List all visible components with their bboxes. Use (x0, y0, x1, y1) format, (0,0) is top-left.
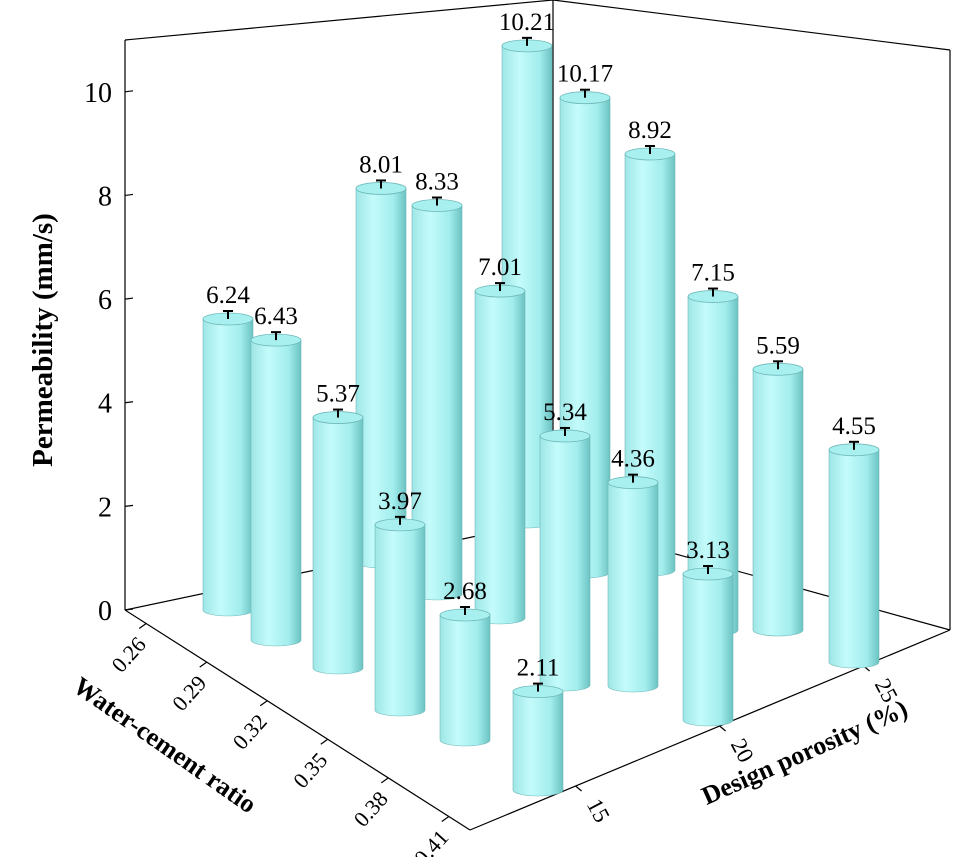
bar-body (202, 318, 254, 617)
data-label: 8.01 (359, 151, 403, 178)
bar: 2.68 (439, 578, 491, 747)
bar-body (512, 691, 564, 797)
y-tick-label: 15 (582, 794, 615, 826)
bar-body (607, 482, 659, 693)
bar-body (752, 369, 804, 637)
data-label: 2.68 (443, 578, 487, 605)
data-label: 2.11 (517, 655, 560, 682)
x-axis-label: Water-cement ratio (68, 671, 262, 819)
z-axis-ticks: 0 2 4 6 8 10 (84, 78, 134, 627)
x-tick-label: 0.38 (349, 786, 393, 831)
data-label: 5.59 (756, 332, 800, 359)
z-tick-label: 6 (98, 285, 112, 316)
x-tick-label: 0.35 (288, 748, 332, 793)
bar-body (250, 339, 302, 647)
data-label: 8.33 (415, 169, 459, 196)
data-label: 10.17 (557, 61, 613, 88)
bar-body (539, 435, 591, 692)
y-tick-mark (719, 725, 726, 732)
bar: 7.01 (474, 254, 526, 625)
bar-body (828, 449, 880, 669)
z-tick-label: 10 (84, 78, 112, 109)
bar: 8.92 (624, 117, 676, 577)
x-tick-label: 0.41 (409, 825, 453, 857)
z-tick-mark (124, 401, 134, 404)
z-tick-label: 2 (98, 492, 112, 523)
data-label: 6.43 (254, 303, 298, 330)
bar: 2.11 (512, 655, 564, 797)
data-label: 4.55 (832, 413, 876, 440)
bar: 4.36 (607, 446, 659, 693)
z-tick-mark (124, 90, 134, 93)
bar-body (374, 524, 426, 717)
bar-body (439, 614, 491, 747)
z-tick-mark (124, 193, 134, 197)
data-label: 5.37 (316, 381, 360, 408)
bar-body (474, 290, 526, 625)
x-tick-mark (441, 816, 450, 822)
bar-group: 10.21 8.01 8.92 10.17 8.33 6.24 7.01 7.15 5.59 6.… (202, 9, 880, 797)
z-tick-mark (124, 504, 134, 507)
z-axis-label: Permeability (mm/s) (27, 213, 59, 467)
bar-body (312, 417, 364, 675)
data-label: 7.15 (691, 260, 735, 287)
x-tick-label: 0.29 (167, 670, 211, 715)
bar: 8.33 (411, 169, 463, 601)
bar: 3.13 (682, 537, 734, 727)
bar: 4.55 (828, 413, 880, 669)
x-tick-mark (138, 623, 147, 629)
x-tick-mark (380, 777, 389, 784)
bar: 6.43 (250, 303, 302, 647)
data-label: 5.34 (543, 399, 587, 426)
x-tick-label: 0.32 (227, 709, 271, 754)
bar: 3.97 (374, 488, 426, 717)
y-tick-mark (575, 785, 582, 792)
z-tick-label: 0 (98, 596, 112, 627)
z-tick-label: 8 (98, 181, 112, 212)
z-tick-mark (124, 297, 134, 300)
x-tick-mark (199, 661, 208, 668)
x-tick-label: 0.26 (106, 632, 150, 677)
x-tick-mark (259, 700, 268, 707)
data-label: 7.01 (478, 254, 522, 281)
bar: 7.15 (687, 260, 739, 637)
data-label: 3.13 (686, 537, 730, 564)
data-label: 4.36 (611, 446, 655, 473)
bar: 5.59 (752, 332, 804, 637)
z-tick-mark (124, 608, 134, 611)
bar: 8.01 (355, 151, 407, 569)
x-tick-mark (320, 738, 329, 745)
bar: 5.37 (312, 381, 364, 675)
bar: 6.24 (202, 282, 254, 617)
data-label: 6.24 (206, 282, 250, 309)
bar: 5.34 (539, 399, 591, 692)
z-tick-label: 4 (98, 389, 112, 420)
data-label: 3.97 (378, 488, 422, 515)
bar-body (682, 573, 734, 727)
data-label: 8.92 (628, 117, 672, 144)
data-label: 10.21 (499, 9, 555, 36)
